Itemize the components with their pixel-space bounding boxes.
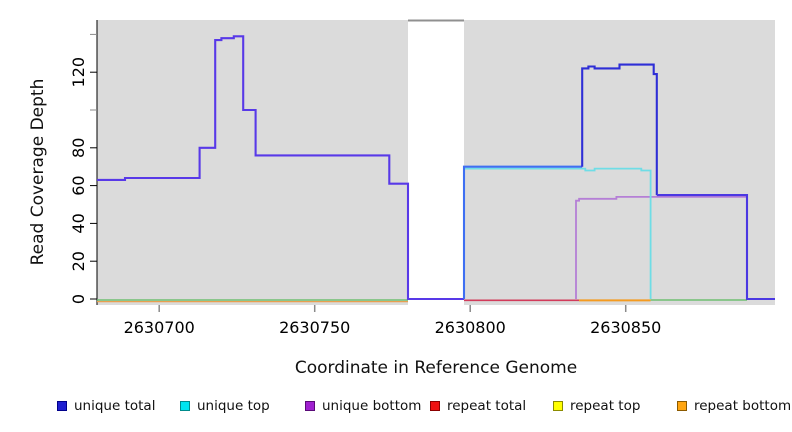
legend-label: unique top	[197, 398, 270, 414]
y-tick-label: 40	[69, 213, 88, 233]
y-tick-label: 120	[69, 57, 88, 88]
y-tick-label: 20	[69, 251, 88, 271]
legend-item-unique-top: unique top	[180, 398, 270, 414]
y-axis-title: Read Coverage Depth	[28, 78, 48, 266]
legend-item-repeat-bottom: repeat bottom	[677, 398, 791, 414]
legend-swatch-icon	[553, 401, 563, 411]
y-tick-label: 0	[69, 294, 88, 304]
legend-swatch-icon	[180, 401, 190, 411]
legend-label: unique bottom	[322, 398, 422, 414]
legend-swatch-icon	[57, 401, 67, 411]
legend-swatch-icon	[430, 401, 440, 411]
series-unique-top	[463, 167, 652, 299]
y-tick-label: 80	[69, 138, 88, 158]
x-tick-label: 2630800	[435, 318, 506, 337]
x-tick-label: 2630750	[279, 318, 350, 337]
series-unique-total	[462, 165, 583, 299]
legend-swatch-icon	[305, 401, 315, 411]
legend-item-unique-bottom: unique bottom	[305, 398, 421, 414]
x-tick-label: 2630850	[590, 318, 661, 337]
plot-canvas: 0 20 40 60 80 120 2630700 2630750 2630800 2630850	[69, 19, 775, 337]
series-unique-bottom	[575, 196, 747, 299]
legend-item-repeat-total: repeat total	[430, 398, 526, 414]
legend-item-unique-total: unique total	[57, 398, 155, 414]
series-unique-total	[581, 63, 658, 196]
y-tick-label: 60	[69, 175, 88, 195]
series-unique-total	[656, 194, 775, 301]
x-tick-label: 2630700	[124, 318, 195, 337]
legend-swatch-icon	[677, 401, 687, 411]
panel-background-left	[97, 20, 409, 305]
legend-label: repeat total	[447, 398, 527, 414]
legend-label: repeat top	[570, 398, 641, 414]
series-unique-total	[97, 35, 464, 301]
panel-background-right	[463, 20, 775, 305]
x-axis-title: Coordinate in Reference Genome	[294, 358, 578, 378]
legend-label: repeat bottom	[694, 398, 792, 414]
legend-item-repeat-top: repeat top	[553, 398, 640, 414]
legend: unique total unique top unique bottom repea…	[0, 398, 792, 422]
legend-label: unique total	[74, 398, 156, 414]
